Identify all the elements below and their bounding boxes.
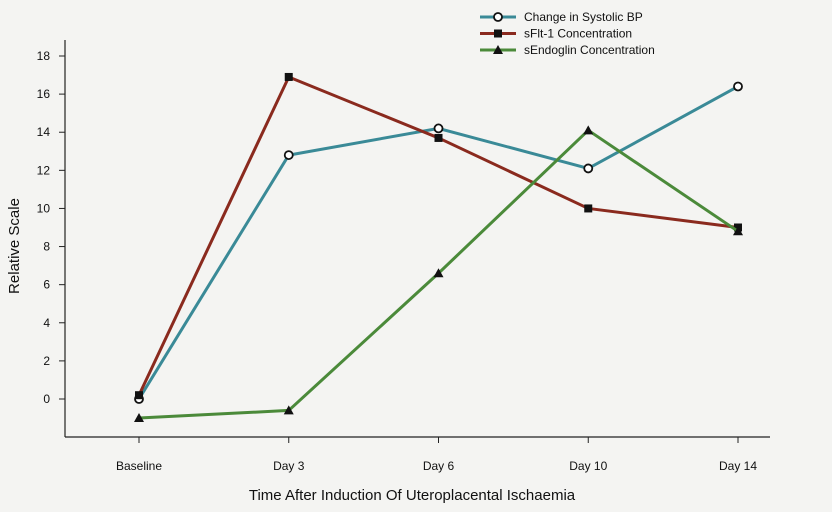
legend-item: Change in Systolic BP (480, 10, 643, 24)
data-point (433, 268, 444, 278)
data-point (134, 413, 144, 423)
data-point (284, 72, 293, 81)
axes: 0 2 4 6 8 10 12 14 16 18 Baseline Day 3 Day 6 Day 10… (37, 40, 770, 473)
legend-marker (493, 12, 503, 22)
data-point (583, 125, 594, 135)
data-point (433, 123, 444, 134)
x-tick-label: Baseline (116, 459, 162, 473)
x-ticks: Baseline Day 3 Day 6 Day 10 Day 14 (116, 437, 757, 473)
data-point (283, 150, 294, 160)
y-ticks: 0 2 4 6 8 10 12 14 16 18 (37, 49, 65, 406)
legend-label: sEndoglin Concentration (524, 43, 655, 57)
y-tick-label: 6 (43, 278, 50, 292)
legend-item: sEndoglin Concentration (480, 43, 655, 57)
legend-label: Change in Systolic BP (524, 10, 643, 24)
x-axis-title: Time After Induction Of Uteroplacental I… (249, 487, 576, 504)
data-point (733, 226, 743, 236)
y-tick-label: 14 (37, 125, 51, 139)
x-tick-label: Day 10 (569, 459, 607, 473)
y-tick-label: 16 (37, 87, 51, 101)
y-tick-label: 8 (43, 240, 50, 254)
y-tick-label: 12 (37, 163, 51, 177)
y-tick-label: 2 (43, 354, 50, 368)
y-tick-label: 18 (37, 49, 51, 63)
y-tick-label: 4 (43, 316, 50, 330)
legend-marker (494, 29, 502, 38)
data-point (584, 204, 593, 213)
x-tick-label: Day 3 (273, 459, 305, 473)
data-point (434, 133, 443, 142)
legend-marker (493, 45, 503, 54)
y-axis-title: Relative Scale (6, 198, 23, 294)
series-3 (134, 125, 743, 423)
legend-item: sFlt-1 Concentration (480, 27, 632, 41)
y-tick-label: 10 (37, 201, 51, 215)
series-line (137, 85, 739, 400)
legend: Change in Systolic BP sFlt-1 Concentratio… (480, 10, 655, 57)
y-tick-label: 0 (43, 392, 50, 406)
data-point (733, 81, 743, 92)
series-layer (134, 72, 743, 423)
data-point (583, 163, 594, 174)
series-1 (134, 81, 743, 404)
legend-label: sFlt-1 Concentration (524, 27, 632, 41)
x-tick-label: Day 14 (719, 459, 757, 473)
data-point (283, 405, 294, 415)
x-tick-label: Day 6 (423, 459, 455, 473)
series-2 (135, 72, 742, 400)
data-point (135, 391, 143, 400)
